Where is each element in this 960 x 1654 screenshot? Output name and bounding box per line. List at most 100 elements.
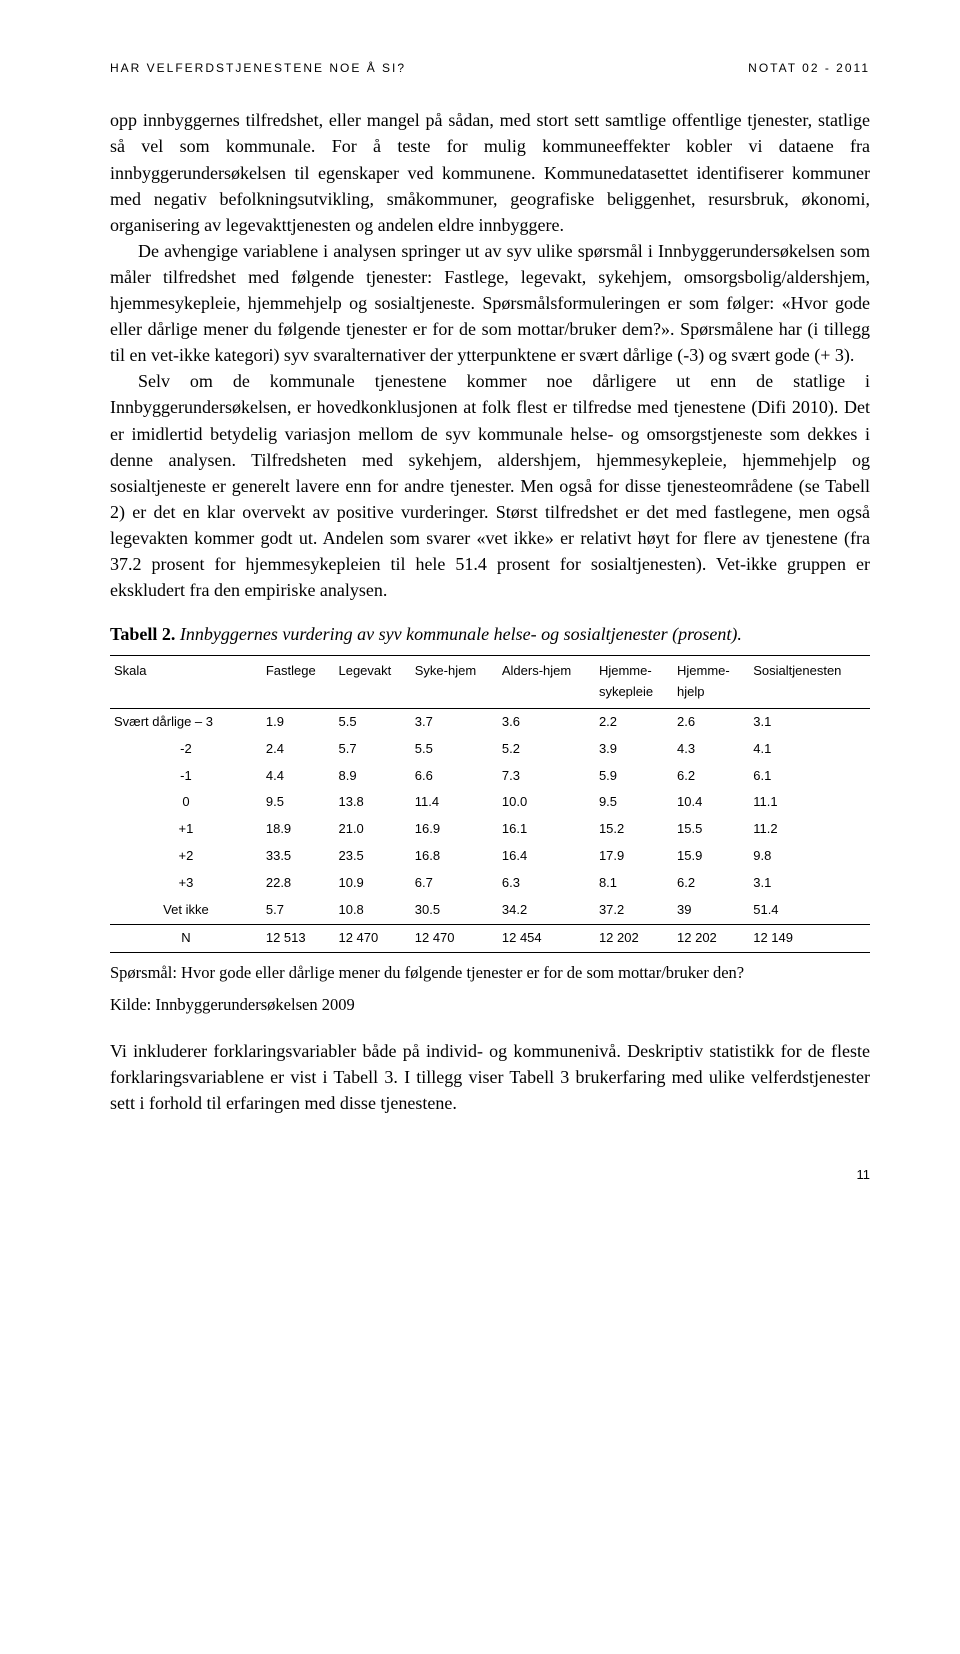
body-text: opp innbyggernes tilfredshet, eller mang… (110, 107, 870, 603)
table-row: +3 22.8 10.9 6.7 6.3 8.1 6.2 3.1 (110, 870, 870, 897)
cell: 51.4 (749, 897, 870, 924)
cell: 6.7 (411, 870, 498, 897)
col-hjemme1: Hjemme- (595, 656, 673, 683)
sub-7 (749, 683, 870, 708)
cell: 12 149 (749, 924, 870, 952)
table-body: Svært dårlige – 3 1.9 5.5 3.7 3.6 2.2 2.… (110, 708, 870, 952)
cell: -2 (110, 736, 262, 763)
cell: 22.8 (262, 870, 335, 897)
cell: 6.6 (411, 763, 498, 790)
cell: 12 202 (595, 924, 673, 952)
cell: 30.5 (411, 897, 498, 924)
col-hjemme2: Hjemme- (673, 656, 749, 683)
cell: 15.9 (673, 843, 749, 870)
cell: 5.2 (498, 736, 595, 763)
header-right: NOTAT 02 - 2011 (748, 60, 870, 77)
table-label: Tabell 2. (110, 624, 175, 644)
cell: 10.9 (334, 870, 410, 897)
cell: 15.2 (595, 816, 673, 843)
cell: +3 (110, 870, 262, 897)
cell: 11.4 (411, 789, 498, 816)
cell: 6.2 (673, 870, 749, 897)
cell: 6.2 (673, 763, 749, 790)
cell: 10.0 (498, 789, 595, 816)
cell: 5.7 (334, 736, 410, 763)
header-left: HAR VELFERDSTJENESTENE NOE Å SI? (110, 60, 406, 77)
cell: 33.5 (262, 843, 335, 870)
sub-4 (498, 683, 595, 708)
page-header: HAR VELFERDSTJENESTENE NOE Å SI? NOTAT 0… (110, 60, 870, 77)
cell: 10.4 (673, 789, 749, 816)
cell: 5.9 (595, 763, 673, 790)
cell: 3.6 (498, 708, 595, 735)
cell: 5.5 (411, 736, 498, 763)
table-row: 0 9.5 13.8 11.4 10.0 9.5 10.4 11.1 (110, 789, 870, 816)
sub-6: hjelp (673, 683, 749, 708)
cell: -1 (110, 763, 262, 790)
table-subheader-row: sykepleie hjelp (110, 683, 870, 708)
cell: Vet ikke (110, 897, 262, 924)
cell: 8.9 (334, 763, 410, 790)
cell: 21.0 (334, 816, 410, 843)
cell: 5.5 (334, 708, 410, 735)
cell: 23.5 (334, 843, 410, 870)
cell: 12 513 (262, 924, 335, 952)
cell: 3.1 (749, 708, 870, 735)
cell: 37.2 (595, 897, 673, 924)
cell: 12 470 (411, 924, 498, 952)
sub-2 (334, 683, 410, 708)
sub-0 (110, 683, 262, 708)
paragraph-3: Selv om de kommunale tjenestene kommer n… (110, 368, 870, 603)
cell: 3.7 (411, 708, 498, 735)
cell: 16.9 (411, 816, 498, 843)
sub-1 (262, 683, 335, 708)
cell: 7.3 (498, 763, 595, 790)
cell: 4.4 (262, 763, 335, 790)
table-row: Vet ikke 5.7 10.8 30.5 34.2 37.2 39 51.4 (110, 897, 870, 924)
cell: 39 (673, 897, 749, 924)
paragraph-2: De avhengige variablene i analysen sprin… (110, 238, 870, 368)
cell: 2.6 (673, 708, 749, 735)
page-number: 11 (110, 1166, 870, 1185)
cell: 2.4 (262, 736, 335, 763)
table-header-row: Skala Fastlege Legevakt Syke-hjem Alders… (110, 656, 870, 683)
cell: 12 454 (498, 924, 595, 952)
cell: 6.3 (498, 870, 595, 897)
col-fastlege: Fastlege (262, 656, 335, 683)
cell: N (110, 924, 262, 952)
sub-5: sykepleie (595, 683, 673, 708)
col-legevakt: Legevakt (334, 656, 410, 683)
cell: 5.7 (262, 897, 335, 924)
table-row: Svært dårlige – 3 1.9 5.5 3.7 3.6 2.2 2.… (110, 708, 870, 735)
cell: +2 (110, 843, 262, 870)
table-note-2: Kilde: Innbyggerundersøkelsen 2009 (110, 993, 870, 1018)
data-table: Skala Fastlege Legevakt Syke-hjem Alders… (110, 655, 870, 952)
table-title: Innbyggernes vurdering av syv kommunale … (180, 624, 742, 644)
cell: 3.9 (595, 736, 673, 763)
col-aldershjem: Alders-hjem (498, 656, 595, 683)
cell: 16.1 (498, 816, 595, 843)
cell: 9.5 (595, 789, 673, 816)
cell: 17.9 (595, 843, 673, 870)
table-row: -1 4.4 8.9 6.6 7.3 5.9 6.2 6.1 (110, 763, 870, 790)
table-row-n: N 12 513 12 470 12 470 12 454 12 202 12 … (110, 924, 870, 952)
cell: Svært dårlige – 3 (110, 708, 262, 735)
cell: +1 (110, 816, 262, 843)
cell: 34.2 (498, 897, 595, 924)
cell: 1.9 (262, 708, 335, 735)
sub-3 (411, 683, 498, 708)
table-note-1: Spørsmål: Hvor gode eller dårlige mener … (110, 961, 870, 986)
cell: 3.1 (749, 870, 870, 897)
cell: 16.8 (411, 843, 498, 870)
table-row: +1 18.9 21.0 16.9 16.1 15.2 15.5 11.2 (110, 816, 870, 843)
cell: 10.8 (334, 897, 410, 924)
cell: 11.2 (749, 816, 870, 843)
cell: 6.1 (749, 763, 870, 790)
cell: 9.8 (749, 843, 870, 870)
table-row: -2 2.4 5.7 5.5 5.2 3.9 4.3 4.1 (110, 736, 870, 763)
cell: 9.5 (262, 789, 335, 816)
paragraph-1: opp innbyggernes tilfredshet, eller mang… (110, 107, 870, 237)
cell: 0 (110, 789, 262, 816)
cell: 18.9 (262, 816, 335, 843)
cell: 2.2 (595, 708, 673, 735)
